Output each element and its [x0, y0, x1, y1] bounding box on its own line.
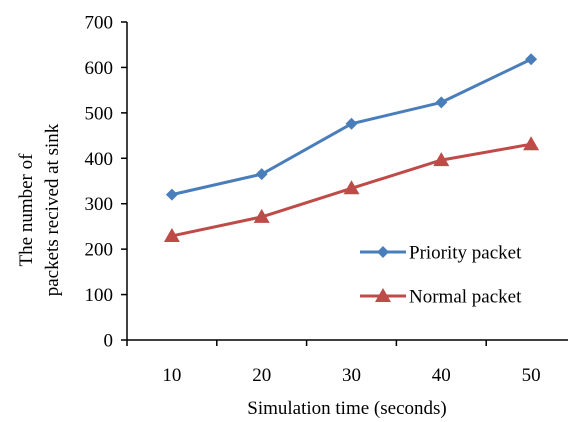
y-tick-label: 400	[85, 149, 114, 170]
legend-marker	[377, 246, 389, 258]
x-axis-title: Simulation time (seconds)	[247, 398, 446, 419]
y-tick-label: 700	[85, 13, 114, 34]
legend-label: Normal packet	[409, 287, 522, 308]
chart-series	[163, 53, 540, 242]
y-tick-label: 200	[85, 240, 114, 261]
data-point	[525, 53, 538, 66]
x-tick-label: 10	[162, 365, 181, 386]
y-tick-label: 600	[85, 58, 114, 79]
x-tick-label: 20	[252, 365, 271, 386]
series-1	[165, 53, 538, 201]
chart-axes	[126, 22, 568, 341]
x-axis-ticks: 10 20 30 40 50	[126, 340, 541, 386]
data-point	[435, 96, 448, 109]
series-2	[163, 136, 540, 242]
data-point	[523, 136, 540, 151]
data-point	[163, 227, 180, 242]
data-point	[253, 208, 270, 223]
y-tick-label: 0	[104, 331, 114, 352]
data-point	[165, 188, 178, 201]
data-point	[345, 117, 358, 130]
data-point	[255, 168, 268, 181]
y-axis-ticks: 0 100 200 300 400 500 600 700	[85, 13, 127, 352]
x-tick-label: 50	[522, 365, 541, 386]
y-axis-title-line1: The number of	[16, 153, 37, 267]
y-tick-label: 500	[85, 103, 114, 124]
y-tick-label: 100	[85, 285, 114, 306]
y-tick-label: 300	[85, 194, 114, 215]
y-axis-title: The number of packets recived at sink	[16, 123, 63, 296]
x-tick-label: 30	[342, 365, 361, 386]
legend-label: Priority packet	[409, 243, 522, 264]
chart-legend: Priority packet Normal packet	[360, 243, 522, 308]
legend-item: Priority packet	[360, 243, 522, 264]
legend-item: Normal packet	[360, 287, 522, 308]
data-point	[433, 152, 450, 167]
legend-marker	[375, 288, 391, 302]
x-tick-label: 40	[432, 365, 451, 386]
y-axis-title-line2: packets recived at sink	[42, 123, 63, 296]
data-point	[343, 180, 360, 195]
